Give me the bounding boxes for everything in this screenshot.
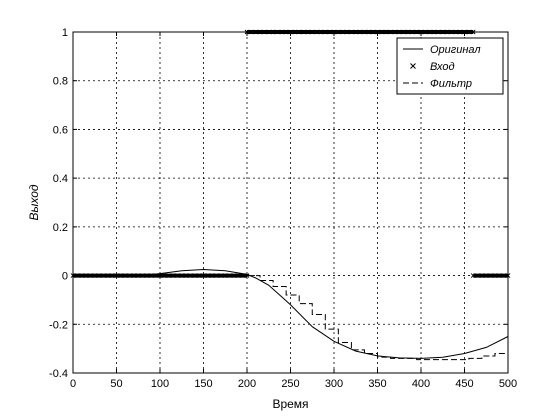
series-input-marker (231, 273, 237, 278)
series-input-marker (496, 273, 502, 278)
series-input-marker (470, 273, 476, 278)
series-input-marker (144, 273, 150, 278)
series-input-marker (179, 273, 185, 278)
y-tick-label: -0.4 (49, 368, 68, 380)
series-input-marker (222, 273, 228, 278)
y-axis-label: Выход (27, 184, 41, 220)
series-input-marker (153, 273, 159, 278)
series-input-marker (192, 273, 198, 278)
series-input-marker (244, 273, 250, 278)
y-tick-label: 0.4 (53, 173, 68, 185)
series-input-marker (114, 273, 119, 278)
series-input-marker (161, 273, 167, 278)
series-original-line (133, 268, 509, 359)
series-filter-line (247, 275, 509, 361)
series-input-marker (166, 273, 172, 278)
series-input-marker (201, 273, 206, 278)
series-input-marker (488, 273, 493, 278)
series-input-marker (140, 273, 145, 278)
x-axis-label: Время (272, 397, 308, 411)
series-input-marker (122, 273, 128, 278)
legend-label: Вход (430, 61, 455, 73)
series-input-marker (218, 273, 224, 278)
y-tick-label: 0.6 (53, 124, 68, 136)
series-input-marker (196, 273, 202, 278)
series-input-marker (214, 273, 219, 278)
series-input-marker (209, 273, 215, 278)
series-input-marker (475, 273, 480, 278)
y-tick-label: 0.8 (53, 76, 68, 88)
series-input-marker (127, 273, 132, 278)
series-input-marker (118, 273, 124, 278)
series-input-marker (492, 273, 498, 278)
x-tick-label: 450 (455, 378, 473, 390)
series-input-marker (88, 273, 93, 278)
y-tick-label: 0 (62, 271, 68, 283)
series-input-marker (92, 273, 98, 278)
series-input-marker (109, 273, 115, 278)
legend-label: Фильтр (430, 78, 472, 90)
x-tick-label: 350 (368, 378, 386, 390)
axis-ticks: 0 50 100 150 200 250 300 350 400 450 500 -0.4 -0.2 0 0… (49, 27, 517, 390)
series-input-marker (83, 273, 89, 278)
x-tick-label: 100 (151, 378, 169, 390)
x-tick-label: 150 (194, 378, 212, 390)
legend-box (396, 37, 504, 95)
series-input-marker (157, 273, 163, 278)
series-input-marker (183, 273, 189, 278)
series-input-segment (70, 273, 250, 278)
x-tick-label: 50 (110, 378, 122, 390)
x-tick-label: 400 (412, 378, 430, 390)
series-input-marker (483, 273, 489, 278)
series-input-marker (79, 273, 85, 278)
series-input-marker (205, 273, 211, 278)
y-tick-label: 1 (62, 27, 68, 39)
y-tick-label: -0.2 (49, 319, 68, 331)
series-input-marker (105, 273, 111, 278)
series-input-marker (501, 273, 507, 278)
x-tick-label: 500 (499, 378, 517, 390)
series-input-marker (240, 273, 246, 278)
x-tick-label: 300 (325, 378, 343, 390)
series-input-segment (470, 273, 511, 278)
series-input-marker (227, 273, 232, 278)
legend: Оригинал Вход Фильтр (396, 37, 504, 95)
series-input-marker (479, 273, 485, 278)
legend-label: Оригинал (430, 44, 481, 56)
series-input-marker (188, 273, 193, 278)
series-input-marker (235, 273, 241, 278)
series-input-marker (74, 273, 80, 278)
series-input-marker (170, 273, 176, 278)
x-tick-label: 200 (238, 378, 256, 390)
series-input-marker (131, 273, 137, 278)
series-input-marker (96, 273, 102, 278)
series-input-marker (148, 273, 154, 278)
series-input-marker (101, 273, 106, 278)
x-tick-label: 250 (281, 378, 299, 390)
legend-swatch-input (410, 63, 416, 69)
series-input-marker (135, 273, 141, 278)
y-tick-label: 0.2 (53, 222, 68, 234)
x-tick-label: 0 (70, 378, 76, 390)
series-input-marker (175, 273, 180, 278)
